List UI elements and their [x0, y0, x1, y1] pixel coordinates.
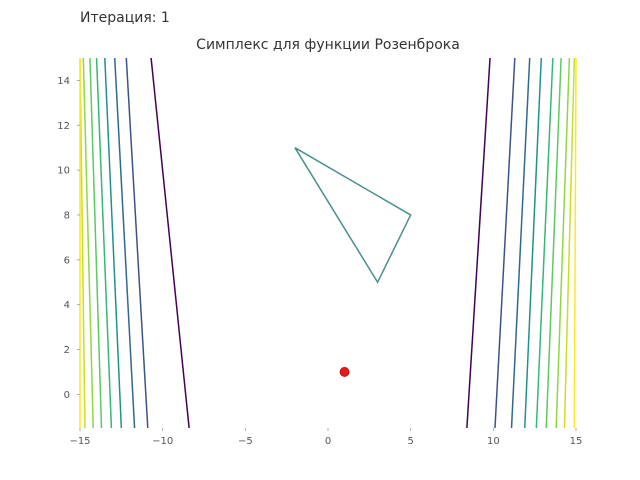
contour-line-left-2: [113, 57, 136, 429]
minimum-layer: [339, 367, 350, 377]
y-tick-label-3: 6: [64, 255, 70, 266]
x-tick-label-4: 5: [407, 436, 413, 447]
x-tick-label-5: 10: [487, 436, 500, 447]
x-tick-label-2: −5: [238, 436, 253, 447]
simplex-layer: [294, 147, 412, 284]
contour-line-left-6: [82, 57, 94, 429]
y-tick-label-5: 10: [57, 166, 70, 177]
iteration-counter: Итерация: 1: [80, 10, 170, 26]
y-tick-label-4: 8: [64, 210, 70, 221]
y-tick-label-1: 2: [64, 345, 70, 356]
contour-line-right-7: [563, 57, 576, 429]
y-tick-label-7: 14: [57, 76, 70, 87]
contour-line-left-4: [95, 57, 113, 429]
contour-line-right-3: [523, 57, 543, 429]
x-tick-label-1: −10: [152, 436, 173, 447]
contour-line-left-3: [104, 57, 123, 429]
x-tick-label-6: 15: [570, 436, 583, 447]
contour-line-right-1: [494, 57, 516, 429]
contour-line-right-0: [466, 57, 491, 429]
axes-background: [80, 58, 576, 428]
chart-title: Симплекс для функции Розенброка: [196, 37, 460, 53]
x-tick-label-0: −15: [69, 436, 90, 447]
contour-line-left-0: [150, 57, 190, 429]
contour-line-left-5: [89, 57, 103, 429]
plot-area: [79, 57, 577, 429]
contour-line-right-8: [573, 57, 577, 429]
contour-line-right-6: [555, 57, 571, 429]
y-tick-label-6: 12: [57, 121, 70, 132]
contour-line-right-5: [545, 57, 562, 429]
x-axis-ticks: −15 −10 −5 0 5 10 15: [69, 428, 582, 447]
y-tick-label-0: 0: [64, 390, 70, 401]
simplex-triangle: [294, 147, 412, 284]
contour-lines: [79, 57, 577, 429]
contour-line-left-7: [79, 57, 86, 429]
y-axis-ticks: 0 2 4 6 8 10 12 14: [57, 76, 80, 401]
y-tick-label-2: 4: [64, 300, 70, 311]
contour-line-right-4: [535, 57, 554, 429]
minimum-point: [339, 367, 350, 377]
contour-line-right-2: [510, 57, 531, 429]
x-tick-label-3: 0: [325, 436, 331, 447]
contour-line-left-1: [125, 57, 149, 429]
